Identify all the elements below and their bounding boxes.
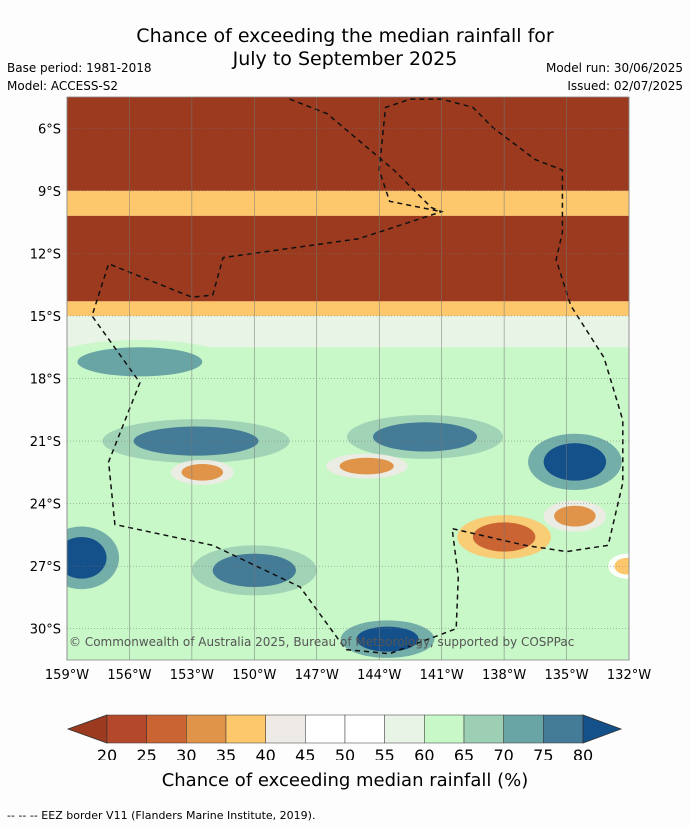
colorbar-extend-high bbox=[582, 714, 623, 744]
map-frame bbox=[66, 96, 630, 661]
lon-label: 141°W bbox=[420, 668, 464, 683]
colorbar-bin bbox=[146, 714, 187, 744]
rainfall-map: 6°S 9°S 12°S 15°S 18°S 21°S 24°S 27°S 30°S 159°W 1… bbox=[30, 96, 651, 760]
rainfall-anomaly bbox=[67, 536, 107, 579]
lat-label: 15°S bbox=[30, 310, 61, 325]
lon-label: 147°W bbox=[295, 668, 339, 683]
rainfall-anomaly bbox=[356, 626, 419, 652]
rainfall-anomaly bbox=[77, 347, 203, 377]
colorbar-bin bbox=[463, 714, 504, 744]
rainfall-zone bbox=[67, 215, 629, 302]
colorbar-bin bbox=[384, 714, 425, 744]
colorbar-tick: 80 bbox=[573, 746, 593, 760]
rainfall-zone bbox=[67, 190, 629, 216]
colorbar-bin bbox=[106, 714, 147, 744]
lon-label: 135°W bbox=[544, 668, 588, 683]
rainfall-zone bbox=[67, 97, 629, 191]
lon-label: 132°W bbox=[607, 668, 651, 683]
colorbar-tick: 40 bbox=[255, 746, 275, 760]
colorbar-bin bbox=[265, 714, 306, 744]
lat-label: 6°S bbox=[38, 122, 61, 137]
lat-label: 18°S bbox=[30, 373, 61, 388]
rainfall-anomaly bbox=[614, 557, 629, 575]
colorbar-extend-low bbox=[66, 714, 108, 744]
lon-label: 144°W bbox=[357, 668, 401, 683]
lat-label: 12°S bbox=[30, 247, 61, 262]
map-title-line2: July to September 2025 bbox=[232, 48, 458, 70]
lon-label: 153°W bbox=[170, 668, 214, 683]
eez-legend: -- -- -- EEZ border V11 (Flanders Marine… bbox=[7, 809, 316, 822]
lat-label: 30°S bbox=[30, 623, 61, 638]
colorbar-tick: 70 bbox=[493, 746, 513, 760]
lat-label: 9°S bbox=[38, 185, 61, 200]
colorbar-bin bbox=[344, 714, 385, 744]
lat-label: 24°S bbox=[30, 498, 61, 513]
colorbar-tick: 20 bbox=[97, 746, 117, 760]
colorbar-tick: 25 bbox=[136, 746, 156, 760]
colorbar-tick: 45 bbox=[295, 746, 315, 760]
rainfall-anomaly bbox=[554, 505, 596, 527]
colorbar-bin bbox=[186, 714, 227, 744]
rainfall-anomaly bbox=[372, 422, 478, 452]
colorbar-bin bbox=[543, 714, 584, 744]
colorbar-bin bbox=[503, 714, 544, 744]
rainfall-zone bbox=[67, 301, 629, 316]
colorbar-tick: 55 bbox=[374, 746, 394, 760]
issued-date: Issued: 02/07/2025 bbox=[567, 79, 683, 93]
lat-label: 21°S bbox=[30, 435, 61, 450]
colorbar-tick: 35 bbox=[216, 746, 236, 760]
colorbar-tick: 65 bbox=[454, 746, 474, 760]
colorbar-bin bbox=[225, 714, 266, 744]
colorbar-tick: 60 bbox=[414, 746, 434, 760]
colorbar-bin bbox=[305, 714, 346, 744]
base-period: Base period: 1981-2018 bbox=[7, 61, 152, 75]
colorbar-tick: 30 bbox=[176, 746, 196, 760]
lon-label: 156°W bbox=[107, 668, 151, 683]
colorbar-bin bbox=[424, 714, 465, 744]
copyright-notice: © Commonwealth of Australia 2025, Bureau… bbox=[69, 635, 575, 649]
lon-label: 159°W bbox=[45, 668, 89, 683]
map-title-line1: Chance of exceeding the median rainfall … bbox=[136, 25, 554, 47]
model-name: Model: ACCESS-S2 bbox=[7, 79, 119, 93]
rainfall-anomaly bbox=[181, 463, 224, 481]
lon-label: 150°W bbox=[232, 668, 276, 683]
colorbar-tick: 75 bbox=[533, 746, 553, 760]
rainfall-anomaly bbox=[339, 457, 394, 475]
lat-label: 27°S bbox=[30, 560, 61, 575]
colorbar-title: Chance of exceeding median rainfall (%) bbox=[161, 770, 529, 791]
map-field bbox=[67, 97, 629, 660]
lon-label: 138°W bbox=[482, 668, 526, 683]
rainfall-anomaly bbox=[543, 443, 607, 481]
eez-border bbox=[91, 98, 624, 655]
model-run: Model run: 30/06/2025 bbox=[545, 61, 683, 75]
colorbar-tick: 50 bbox=[335, 746, 355, 760]
